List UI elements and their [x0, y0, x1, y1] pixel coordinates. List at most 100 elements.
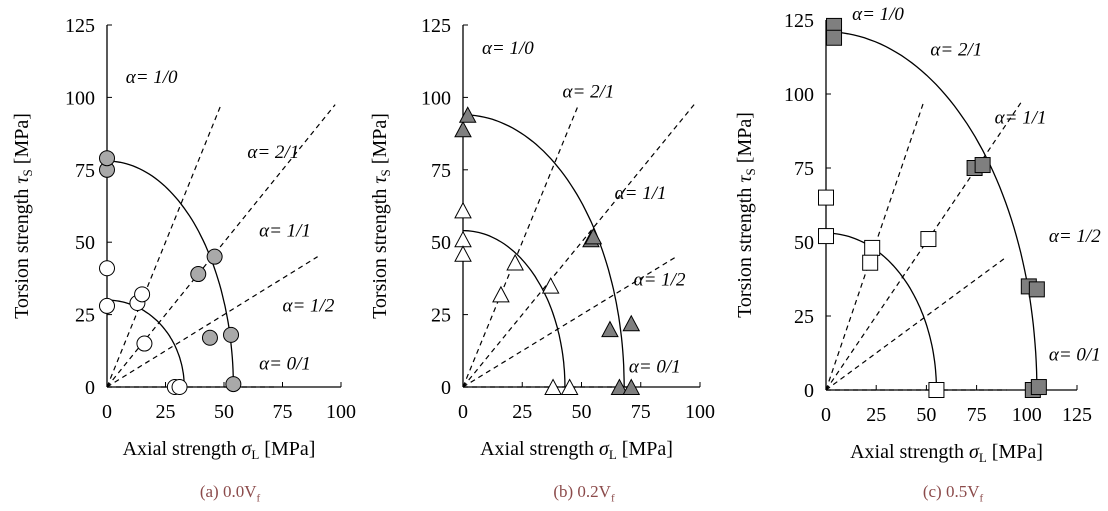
- x-tick-label: 50: [572, 401, 592, 423]
- x-tick-label: 0: [102, 401, 112, 423]
- ratio-line: [106, 104, 336, 388]
- data-point: [190, 266, 207, 283]
- y-tick-label: 25: [431, 305, 451, 327]
- caption-c-text: (c) 0.5V: [922, 482, 980, 501]
- y-tick-label: 0: [441, 377, 451, 399]
- ratio-label: α= 1/1: [995, 108, 1047, 129]
- data-point: [544, 378, 562, 395]
- x-tick-label: 75: [273, 401, 293, 423]
- ratio-label: α= 2/1: [930, 40, 982, 61]
- data-point: [1030, 379, 1047, 396]
- x-tick-label: 75: [631, 401, 651, 423]
- data-point: [492, 285, 510, 303]
- ratio-label: α= 0/1: [259, 354, 311, 375]
- x-axis-label: Axial strength σL [MPa]: [480, 438, 673, 462]
- caption-a: (a) 0.0Vf: [110, 482, 350, 504]
- data-point: [818, 228, 834, 245]
- y-tick-label: 125: [65, 15, 95, 37]
- x-tick-label: 25: [866, 404, 886, 426]
- data-point: [99, 150, 115, 167]
- y-tick-label: 125: [784, 10, 814, 32]
- y-tick-label: 25: [794, 306, 814, 328]
- x-axis-label: Axial strength σL [MPa]: [123, 438, 316, 462]
- data-point: [601, 320, 619, 338]
- envelope-curve: [825, 232, 938, 390]
- data-point: [201, 329, 218, 346]
- y-tick-label: 25: [75, 305, 95, 327]
- ratio-line: [462, 256, 677, 388]
- data-point: [99, 260, 115, 277]
- caption-a-sub: f: [256, 492, 261, 505]
- y-tick-label: 75: [794, 158, 814, 180]
- data-point: [458, 106, 477, 123]
- envelope-curve: [107, 299, 185, 387]
- data-point: [223, 326, 240, 343]
- data-point: [136, 335, 153, 352]
- y-tick-label: 125: [421, 15, 451, 37]
- ratio-line: [462, 104, 695, 388]
- y-tick-label: 50: [75, 232, 95, 254]
- data-point: [134, 286, 151, 303]
- ratio-label: α= 1/1: [259, 220, 311, 241]
- x-tick-label: 75: [967, 404, 987, 426]
- data-point: [454, 230, 472, 248]
- ratio-label: α= 2/1: [563, 81, 615, 102]
- data-point: [622, 378, 641, 395]
- ratio-label: α= 1/2: [283, 296, 335, 317]
- y-tick-label: 100: [65, 87, 95, 109]
- data-point: [928, 382, 945, 398]
- ratio-label: α= 1/0: [126, 67, 178, 88]
- data-point: [584, 227, 603, 245]
- ratio-label: α= 0/1: [1049, 344, 1101, 365]
- data-point: [454, 245, 472, 262]
- x-tick-label: 0: [458, 401, 468, 423]
- y-tick-label: 50: [794, 232, 814, 254]
- y-tick-label: 100: [421, 87, 451, 109]
- envelope-curve: [825, 31, 1038, 390]
- data-point: [622, 314, 641, 332]
- caption-b: (b) 0.2Vf: [464, 482, 704, 504]
- data-point: [1028, 281, 1045, 298]
- ratio-line: [106, 104, 222, 388]
- data-point: [206, 248, 223, 265]
- x-tick-label: 50: [214, 401, 234, 423]
- ratio-label: α= 1/2: [1049, 226, 1101, 247]
- y-axis-label: Torsion strength τS [MPa]: [11, 113, 35, 319]
- data-point: [454, 120, 472, 138]
- y-tick-label: 50: [431, 232, 451, 254]
- data-point: [560, 378, 579, 395]
- ratio-label: α= 1/0: [482, 38, 534, 59]
- x-tick-label: 100: [326, 401, 356, 423]
- x-tick-label: 50: [916, 404, 936, 426]
- data-point: [171, 379, 188, 395]
- data-point: [862, 254, 879, 271]
- envelope-curve: [462, 114, 625, 388]
- ratio-line: [825, 256, 1008, 391]
- data-point: [920, 231, 937, 248]
- panel-a: 0 25 50 75 100 0 25 50 75 100 125 α= 1/0 α= 2/1 α= 1/…: [11, 15, 356, 462]
- x-tick-label: 25: [156, 401, 176, 423]
- data-point: [506, 253, 524, 271]
- ratio-line: [462, 104, 580, 388]
- ratio-label: α= 0/1: [629, 357, 681, 378]
- panel-b: 0 25 50 75 100 0 25 50 75 100 125 α= 1/0 α= 2/1 α= 1/…: [369, 15, 715, 462]
- y-tick-label: 0: [85, 377, 95, 399]
- x-tick-label: 125: [1062, 404, 1092, 426]
- data-point: [864, 239, 881, 256]
- y-axis-label: Torsion strength τS [MPa]: [369, 113, 393, 319]
- x-tick-label: 100: [685, 401, 715, 423]
- ratio-label: α= 1/1: [615, 183, 667, 204]
- data-point: [99, 297, 115, 314]
- y-tick-label: 75: [75, 160, 95, 182]
- caption-b-sub: f: [610, 492, 615, 505]
- ratio-label: α= 2/1: [247, 142, 299, 163]
- data-point: [818, 189, 834, 206]
- data-point: [454, 201, 472, 219]
- caption-c-sub: f: [979, 492, 984, 505]
- data-point: [826, 29, 843, 46]
- ratio-label: α= 1/0: [852, 4, 904, 25]
- envelope-curve: [462, 229, 566, 387]
- x-tick-label: 0: [821, 404, 831, 426]
- y-tick-label: 100: [784, 84, 814, 106]
